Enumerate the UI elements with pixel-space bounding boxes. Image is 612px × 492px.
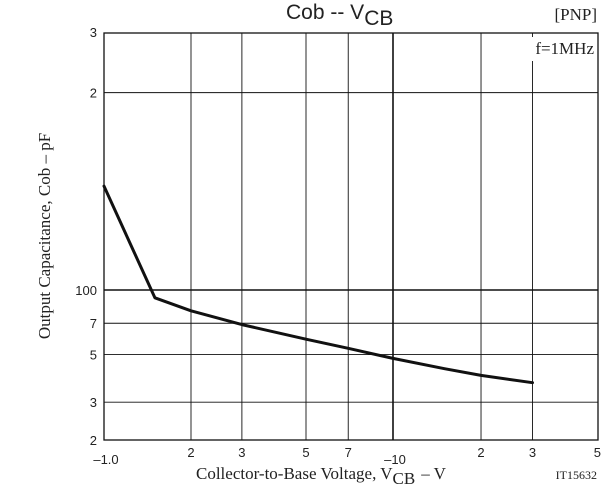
cob-curve (102, 184, 534, 385)
chart-title-subscript: CB (364, 7, 393, 30)
x-tick-labels: –1.0 2 3 5 7 –10 2 3 5 (93, 445, 601, 467)
x-tick-label: 3 (529, 445, 536, 460)
figure-code: IT15632 (556, 468, 597, 482)
curve-layer (102, 184, 534, 385)
y-tick-label: 5 (90, 348, 97, 363)
y-tick-label: 100 (75, 283, 97, 298)
y-tick-label: 3 (90, 25, 97, 40)
y-tick-label: 2 (90, 433, 97, 448)
plot-frame (103, 32, 599, 441)
x-tick-label: 2 (477, 445, 484, 460)
x-axis-label: Collector-to-Base Voltage, VCB – V (196, 464, 447, 488)
pnp-tag: [PNP] (554, 5, 597, 24)
y-tick-label: 3 (90, 395, 97, 410)
y-tick-labels: 2 3 5 7 100 2 3 (75, 25, 97, 448)
grid-lines (104, 33, 598, 440)
condition-label: f=1MHz (535, 39, 594, 58)
x-axis-label-unit: – V (420, 464, 446, 483)
y-tick-label: 7 (90, 316, 97, 331)
x-tick-label: 3 (238, 445, 245, 460)
x-tick-label: 7 (345, 445, 352, 460)
chart-title: Cob -- VCB (286, 1, 393, 30)
x-tick-label: –1.0 (93, 452, 118, 467)
x-tick-label: –10 (384, 452, 406, 467)
x-tick-label: 5 (302, 445, 309, 460)
x-axis-label-subscript: CB (393, 469, 416, 488)
x-axis-label-main: Collector-to-Base Voltage, V (196, 464, 393, 483)
y-tick-label: 2 (90, 86, 97, 101)
x-tick-label: 2 (187, 445, 194, 460)
condition-label-bg (506, 37, 596, 61)
y-axis-label: Output Capacitance, Cob – pF (35, 133, 54, 339)
x-tick-label: 5 (594, 445, 601, 460)
chart-title-main: Cob -- V (286, 1, 364, 24)
